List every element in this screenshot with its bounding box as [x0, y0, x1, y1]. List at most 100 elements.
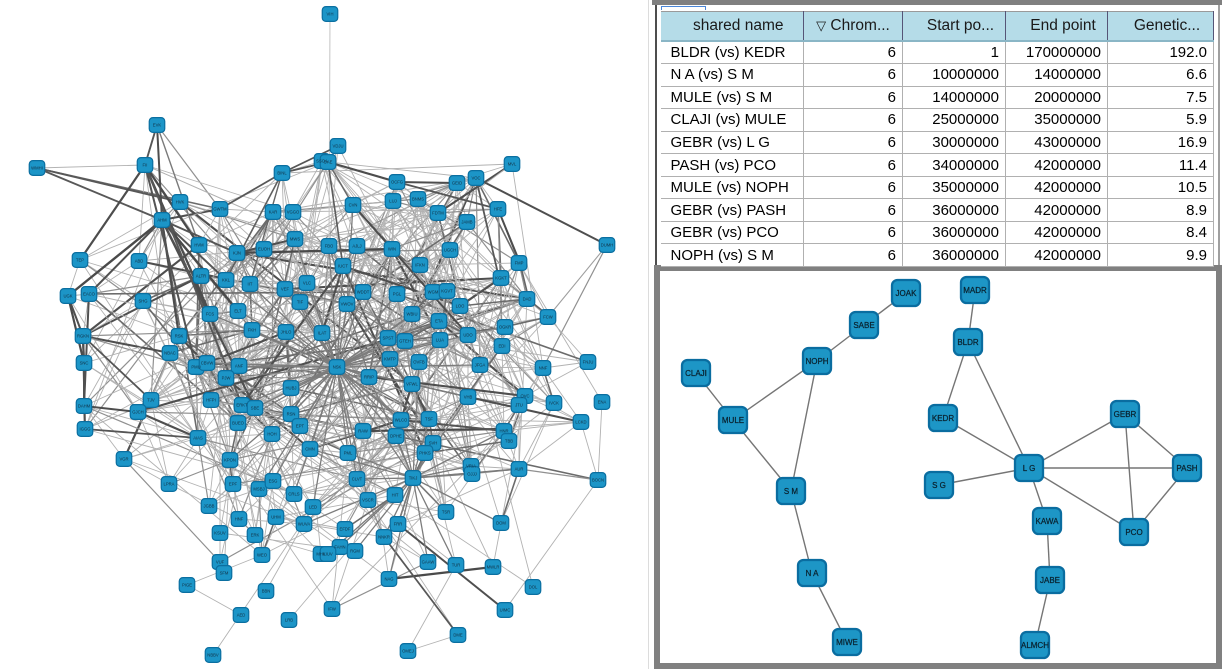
svg-text:EUOH: EUOH [258, 247, 270, 252]
svg-text:AJLJ: AJLJ [352, 244, 361, 249]
svg-text:LIUV: LIUV [323, 552, 333, 557]
svg-text:SFM: SFM [220, 571, 229, 576]
svg-text:OVFB: OVFB [413, 360, 425, 365]
svg-text:HFPI: HFPI [206, 398, 216, 403]
svg-text:AHM: AHM [157, 218, 167, 223]
svg-text:VGGO: VGGO [287, 210, 300, 215]
svg-text:FMP: FMP [515, 261, 524, 266]
svg-text:LRB: LRB [285, 618, 293, 623]
svg-text:VGR: VGR [119, 457, 128, 462]
svg-text:AUR: AUR [515, 467, 524, 472]
svg-text:SBE: SBE [251, 406, 260, 411]
svg-text:VSCR: VSCR [362, 498, 374, 503]
svg-text:GWTM: GWTM [213, 207, 227, 212]
svg-text:FBO: FBO [325, 244, 334, 249]
svg-text:MWLR: MWLR [487, 565, 500, 570]
svg-text:WLCO: WLCO [395, 418, 408, 423]
svg-text:IGGG: IGGG [80, 427, 91, 432]
svg-text:FNJU: FNJU [583, 360, 594, 365]
svg-text:NAG: NAG [384, 577, 393, 582]
svg-text:FRR: FRR [394, 522, 403, 527]
svg-text:KMTP: KMTP [384, 357, 396, 362]
svg-text:RGM: RGM [350, 549, 360, 554]
svg-text:FKH: FKH [248, 328, 256, 333]
svg-text:GEID: GEID [452, 181, 462, 186]
svg-text:VOC: VOC [471, 176, 480, 181]
svg-text:NBAC: NBAC [164, 351, 176, 356]
svg-text:LED: LED [309, 505, 317, 510]
svg-text:PIGE: PIGE [182, 583, 192, 588]
svg-text:OVC: OVC [520, 394, 529, 399]
svg-text:RGKN: RGKN [77, 334, 89, 339]
svg-text:GTEH: GTEH [399, 339, 411, 344]
svg-text:FAHN: FAHN [334, 545, 345, 550]
svg-text:PML: PML [344, 451, 353, 456]
svg-text:ALTR: ALTR [196, 274, 206, 279]
svg-text:VEF: VEF [281, 287, 290, 292]
svg-text:KGKT: KGKT [495, 276, 507, 281]
svg-text:ELT: ELT [234, 309, 242, 314]
svg-text:EACO: EACO [83, 292, 96, 297]
svg-text:IFW: IFW [328, 607, 336, 612]
svg-text:IFKN: IFKN [415, 263, 425, 268]
svg-text:IUCT: IUCT [338, 264, 348, 269]
svg-text:SVH: SVH [429, 441, 438, 446]
svg-text:TJV: TJV [147, 398, 155, 403]
svg-text:VUF: VUF [216, 560, 225, 565]
svg-text:LUA: LUA [436, 338, 444, 343]
svg-text:OGKR: OGKR [499, 325, 511, 330]
svg-text:WMHI: WMHI [31, 166, 43, 171]
svg-text:DME: DME [453, 633, 463, 638]
svg-text:NBBV: NBBV [207, 653, 219, 658]
svg-text:EPF: EPF [229, 482, 238, 487]
svg-text:LCKD: LCKD [575, 420, 586, 425]
svg-text:EPT: EPT [296, 424, 305, 429]
svg-text:ENA: ENA [598, 400, 607, 405]
svg-text:MWS: MWS [290, 237, 300, 242]
svg-text:TIKJ: TIKJ [409, 476, 418, 481]
svg-text:EDI: EDI [499, 344, 506, 349]
svg-text:NNKR: NNKR [378, 535, 390, 540]
svg-text:FDTM: FDTM [432, 211, 444, 216]
svg-text:ANF: ANF [235, 364, 244, 369]
svg-text:ILAT: ILAT [318, 331, 327, 336]
svg-text:TSF: TSF [425, 417, 433, 422]
svg-text:TIF: TIF [297, 300, 304, 305]
svg-text:TUR: TUR [452, 563, 461, 568]
svg-text:WBIU: WBIU [407, 312, 418, 317]
svg-text:SSOA: SSOA [316, 159, 328, 164]
svg-text:SPST: SPST [383, 336, 394, 341]
svg-text:JHLO: JHLO [281, 330, 292, 335]
svg-text:CBVW: CBVW [201, 361, 214, 366]
svg-text:FII: FII [143, 163, 148, 168]
svg-text:TEP: TEP [76, 258, 84, 263]
svg-text:UGK: UGK [63, 294, 72, 299]
svg-text:BINL: BINL [277, 171, 287, 176]
svg-text:HNF: HNF [235, 517, 244, 522]
svg-text:TSR: TSR [442, 510, 450, 515]
svg-text:RSN: RSN [287, 412, 296, 417]
svg-text:DOM: DOM [496, 521, 506, 526]
svg-text:FCS: FCS [206, 312, 215, 317]
svg-text:VIH: VIH [327, 12, 334, 17]
svg-text:PMU: PMU [191, 365, 200, 370]
svg-text:KKL: KKL [222, 278, 231, 283]
svg-text:CMN: CMN [305, 447, 315, 452]
svg-text:CVN: CVN [349, 203, 358, 208]
svg-text:VLC: VLC [303, 281, 311, 286]
svg-text:KPON: KPON [224, 458, 236, 463]
svg-text:UDO: UDO [463, 333, 473, 338]
svg-text:WEO: WEO [257, 553, 268, 558]
svg-text:BOCN: BOCN [592, 478, 604, 483]
svg-text:WDDT: WDDT [357, 290, 370, 295]
svg-text:IIT: IIT [248, 282, 253, 287]
svg-text:EFDF: EFDF [340, 527, 351, 532]
svg-text:RAW: RAW [358, 429, 368, 434]
svg-text:BUEO: BUEO [232, 421, 245, 426]
svg-text:LUJ: LUJ [389, 199, 396, 204]
svg-text:KJN: KJN [233, 251, 241, 256]
svg-text:AED: AED [237, 613, 246, 618]
svg-text:JTU: JTU [515, 403, 523, 408]
svg-text:WIN: WIN [388, 247, 396, 252]
svg-text:UGCH: UGCH [444, 248, 456, 253]
